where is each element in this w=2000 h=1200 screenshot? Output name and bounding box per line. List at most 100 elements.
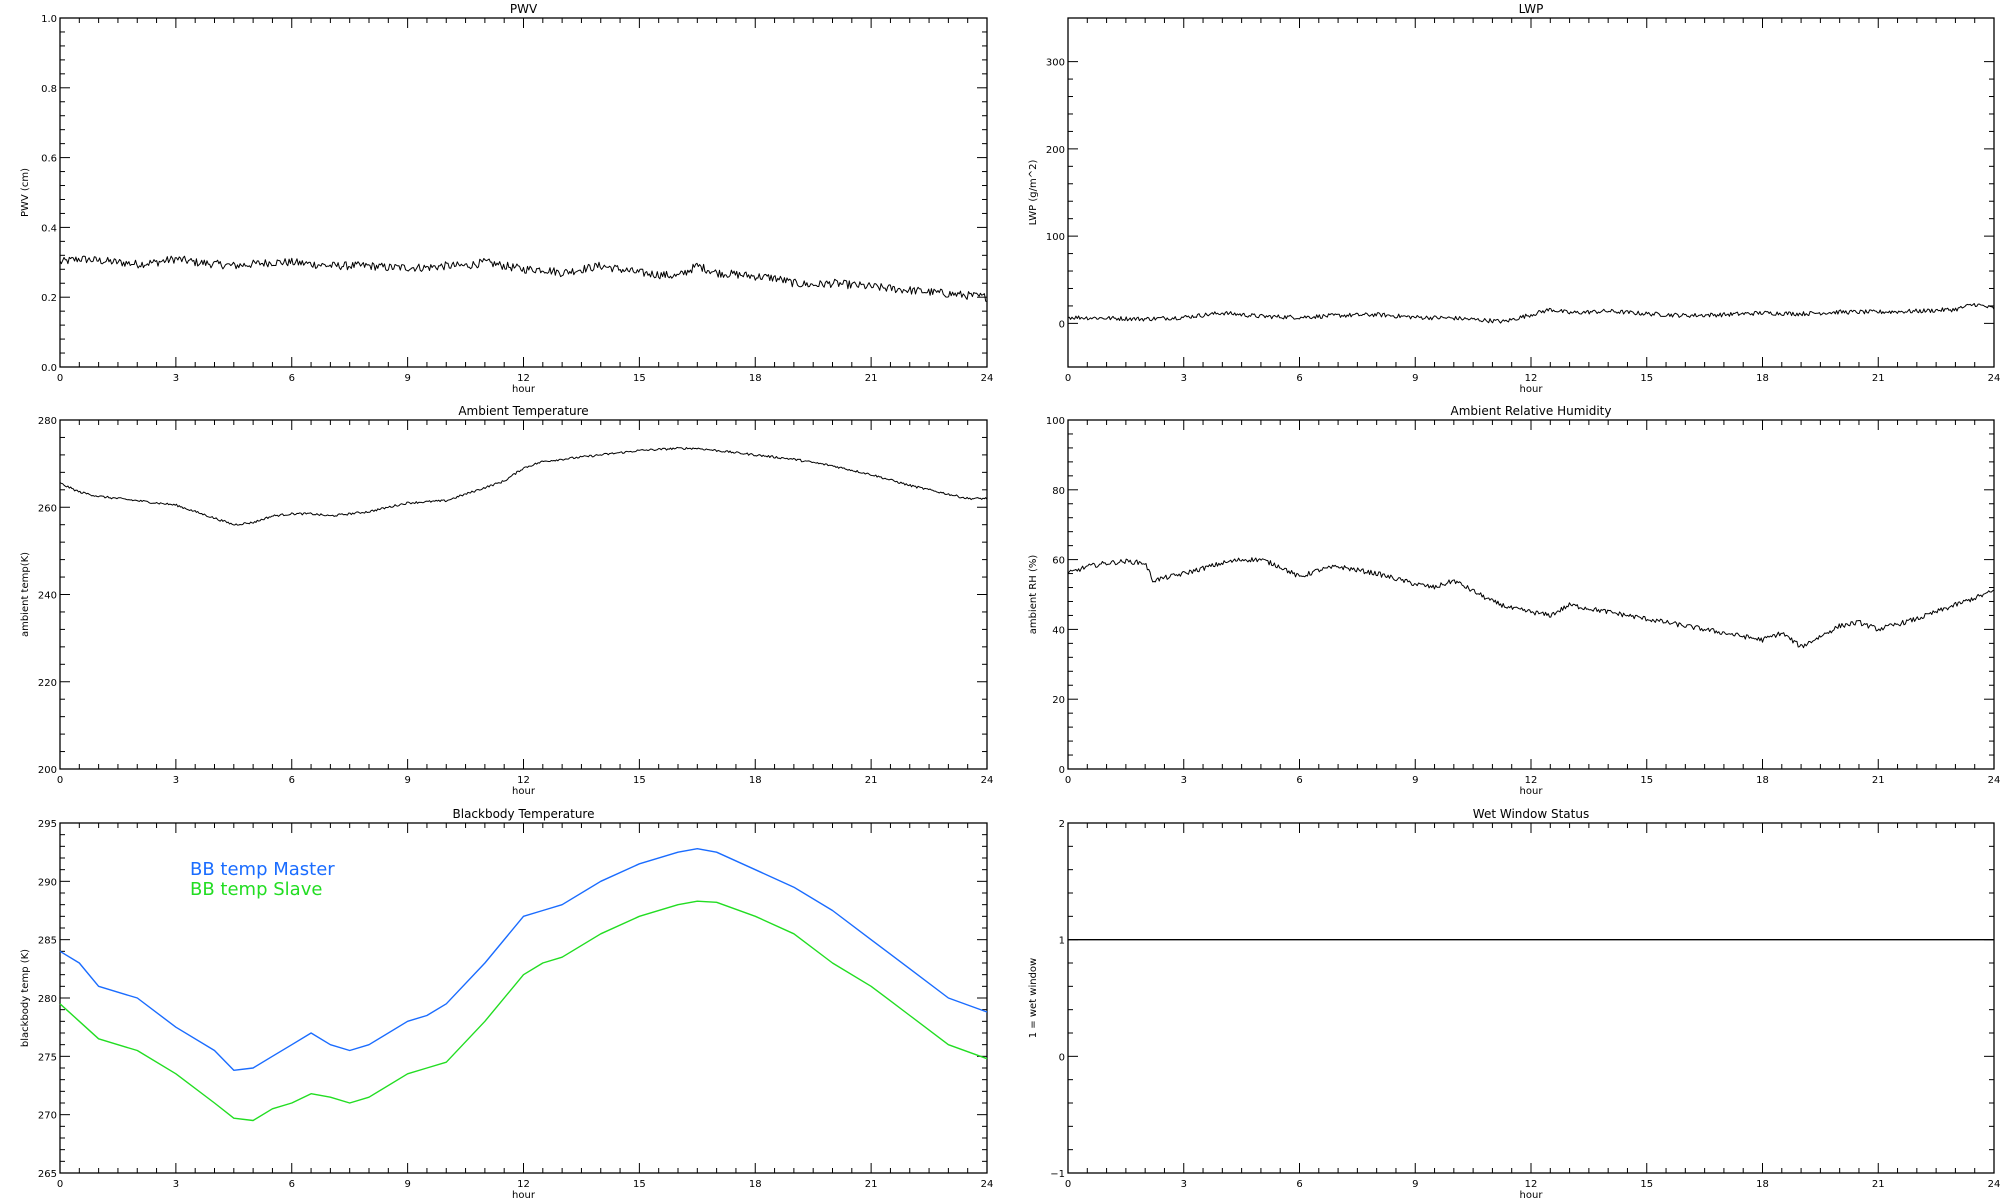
chart-panel-3: Ambient Temperature 0 3 6 9 12 15 18 21 24 hour 200… xyxy=(20,404,993,797)
x-tick-label: 24 xyxy=(1988,775,2000,786)
y-tick-label: 60 xyxy=(1052,556,1065,567)
y-tick-label: 275 xyxy=(38,1052,57,1063)
chart-title: Ambient Temperature xyxy=(458,404,588,418)
y-tick-label: 0 xyxy=(1059,1052,1065,1063)
x-tick-label: 3 xyxy=(173,373,179,384)
legend-entry: BB temp Master xyxy=(190,859,335,880)
y-tick-label: 200 xyxy=(1046,145,1065,156)
y-tick-label: 2 xyxy=(1059,819,1065,830)
series-line-bb-temp-master xyxy=(59,848,988,1072)
y-tick-label: 80 xyxy=(1052,486,1065,497)
x-tick-label: 3 xyxy=(1181,1179,1187,1190)
x-axis-label: hour xyxy=(1520,786,1544,797)
y-tick-label: 1 xyxy=(1059,936,1065,947)
x-tick-label: 9 xyxy=(1412,775,1418,786)
series-line-1 xyxy=(1067,557,1995,649)
x-tick-label: 9 xyxy=(1412,373,1418,384)
y-tick-label: 240 xyxy=(38,591,57,602)
series-line-1 xyxy=(59,446,988,526)
x-tick-label: 3 xyxy=(173,1179,179,1190)
x-tick-label: 15 xyxy=(633,775,646,786)
y-tick-label: 0 xyxy=(1059,319,1065,330)
x-axis-label: hour xyxy=(1520,1190,1544,1200)
x-tick-label: 18 xyxy=(1756,775,1769,786)
plot-frame xyxy=(1067,419,1995,770)
y-axis-label: ambient RH (%) xyxy=(1028,555,1039,635)
x-tick-label: 15 xyxy=(633,1179,646,1190)
x-tick-label: 21 xyxy=(1872,775,1885,786)
y-tick-label: 295 xyxy=(38,819,57,830)
x-tick-label: 21 xyxy=(865,775,878,786)
y-tick-label: 20 xyxy=(1052,695,1065,706)
chart-panel-1: PWV 0 3 6 9 12 15 18 21 24 hour 0.0 0.2 0.4 0.6 0.8 1.0 P… xyxy=(20,2,993,395)
chart-panel-5: Blackbody Temperature 0 3 6 9 12 15 18 21 24 hour 2… xyxy=(20,807,993,1200)
y-tick-label: 40 xyxy=(1052,625,1065,636)
x-tick-label: 0 xyxy=(1065,1179,1071,1190)
x-tick-label: 0 xyxy=(57,373,63,384)
x-tick-label: 21 xyxy=(1872,1179,1885,1190)
x-axis-label: hour xyxy=(512,1190,536,1200)
x-tick-label: 0 xyxy=(1065,775,1071,786)
x-tick-label: 15 xyxy=(1640,373,1653,384)
x-tick-label: 9 xyxy=(404,775,410,786)
x-tick-label: 15 xyxy=(633,373,646,384)
x-tick-label: 3 xyxy=(1181,775,1187,786)
y-axis-label: LWP (g/m^2) xyxy=(1028,160,1039,226)
y-tick-label: 200 xyxy=(38,765,57,776)
x-tick-label: 9 xyxy=(404,1179,410,1190)
x-tick-label: 12 xyxy=(517,1179,530,1190)
x-tick-label: 18 xyxy=(1756,373,1769,384)
x-tick-label: 0 xyxy=(57,1179,63,1190)
y-axis-label: blackbody temp (K) xyxy=(20,949,31,1047)
x-tick-label: 24 xyxy=(1988,1179,2000,1190)
y-tick-label: 0.2 xyxy=(41,293,57,304)
x-tick-label: 12 xyxy=(1525,775,1538,786)
x-tick-label: 15 xyxy=(1640,775,1653,786)
x-tick-label: 24 xyxy=(981,373,994,384)
y-tick-label: 100 xyxy=(1046,416,1065,427)
x-tick-label: 18 xyxy=(749,373,762,384)
x-tick-label: 0 xyxy=(1065,373,1071,384)
x-tick-label: 12 xyxy=(517,775,530,786)
x-tick-label: 21 xyxy=(1872,373,1885,384)
y-tick-label: 265 xyxy=(38,1169,57,1180)
y-tick-label: 285 xyxy=(38,936,57,947)
plot-frame xyxy=(59,419,988,770)
x-tick-label: 9 xyxy=(404,373,410,384)
chart-title: LWP xyxy=(1519,2,1544,16)
y-tick-label: 0.6 xyxy=(41,154,57,165)
chart-title: PWV xyxy=(510,2,538,16)
y-tick-label: 270 xyxy=(38,1111,57,1122)
y-tick-label: 260 xyxy=(38,503,57,514)
x-axis-label: hour xyxy=(512,786,536,797)
y-axis-label: 1 = wet window xyxy=(1028,958,1039,1038)
x-tick-label: 9 xyxy=(1412,1179,1418,1190)
y-tick-label: 0.4 xyxy=(41,223,57,234)
chart-title: Ambient Relative Humidity xyxy=(1451,404,1612,418)
legend-entry: BB temp Slave xyxy=(190,879,322,900)
x-tick-label: 0 xyxy=(57,775,63,786)
x-tick-label: 6 xyxy=(1296,1179,1302,1190)
y-tick-label: 0.8 xyxy=(41,84,57,95)
y-tick-label: 0.0 xyxy=(41,363,57,374)
x-tick-label: 21 xyxy=(865,373,878,384)
x-tick-label: 18 xyxy=(749,1179,762,1190)
x-tick-label: 6 xyxy=(1296,775,1302,786)
y-tick-label: 1.0 xyxy=(41,14,57,25)
x-tick-label: 12 xyxy=(517,373,530,384)
x-tick-label: 15 xyxy=(1640,1179,1653,1190)
y-tick-label: 100 xyxy=(1046,232,1065,243)
x-tick-label: 24 xyxy=(1988,373,2000,384)
series-line-1 xyxy=(1067,303,1995,324)
x-tick-label: 24 xyxy=(981,775,994,786)
y-axis-label: PWV (cm) xyxy=(20,168,31,217)
x-tick-label: 3 xyxy=(1181,373,1187,384)
plot-frame xyxy=(59,17,988,368)
x-axis-label: hour xyxy=(1520,384,1544,395)
plot-frame xyxy=(1067,822,1995,1174)
chart-panel-2: LWP 0 3 6 9 12 15 18 21 24 hour 0 100 200 300 LWP (g/m^… xyxy=(1028,2,2000,395)
x-tick-label: 24 xyxy=(981,1179,994,1190)
x-tick-label: 3 xyxy=(173,775,179,786)
x-tick-label: 21 xyxy=(865,1179,878,1190)
